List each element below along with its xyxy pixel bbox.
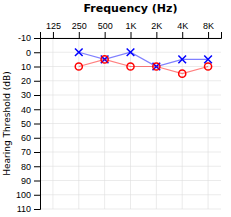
tick-label: 60: [21, 133, 31, 143]
tick-label: 1K: [125, 21, 136, 31]
tick: 0: [26, 48, 40, 58]
axis-line: [34, 39, 41, 210]
tick-label: 90: [21, 176, 31, 186]
tick-mark: [34, 138, 40, 139]
tick-label: 4K: [177, 21, 188, 31]
tick-mark: [156, 32, 157, 38]
tick-mark: [34, 124, 40, 125]
marks: [75, 48, 212, 77]
tick-label: 50: [21, 119, 31, 129]
point: [204, 56, 212, 64]
tick-mark: [34, 109, 40, 110]
axis-title: Hearing Threshold (dB): [2, 71, 12, 175]
point: [178, 56, 186, 64]
tick-mark: [34, 152, 40, 153]
tick: 40: [21, 105, 40, 115]
tick: -10: [18, 33, 40, 43]
tick-mark: [182, 32, 183, 38]
tick-label: 10: [21, 62, 31, 72]
point: [101, 56, 108, 63]
tick-mark: [34, 81, 40, 82]
tick-label: 8K: [203, 21, 214, 31]
point: [153, 63, 160, 70]
tick-mark: [34, 195, 40, 196]
chart: 125 250 500 1K 2K 4K 8K -10 0 10 20 30 40 50 60 70 80 90 1…: [0, 0, 231, 217]
x-axis: 125 250 500 1K 2K 4K 8K: [41, 21, 222, 39]
tick: 30: [21, 90, 40, 100]
grid-line: [182, 38, 183, 209]
tick: 500: [98, 21, 113, 38]
tick-mark: [208, 32, 209, 38]
tick-mark: [34, 52, 40, 53]
tick: 125: [46, 21, 61, 38]
tick-mark: [131, 32, 132, 38]
tick: 80: [21, 162, 40, 172]
tick: 90: [21, 176, 40, 186]
tick-label: 20: [21, 76, 31, 86]
tick-mark: [34, 209, 40, 210]
tick: 100: [16, 190, 40, 200]
tick-label: 80: [21, 162, 31, 172]
axis-line: [41, 32, 222, 39]
tick: 250: [72, 21, 87, 38]
tick-mark: [79, 32, 80, 38]
grid-line: [52, 38, 53, 209]
tick-mark: [34, 181, 40, 182]
tick: 50: [21, 119, 40, 129]
tick: 20: [21, 76, 40, 86]
point: [179, 70, 186, 77]
tick-mark: [34, 166, 40, 167]
tick-label: -10: [18, 33, 31, 43]
tick-mark: [105, 32, 106, 38]
tick-label: 125: [46, 21, 61, 31]
tick: 2K: [151, 21, 162, 38]
tick-label: 0: [26, 48, 31, 58]
tick-label: 500: [98, 21, 113, 31]
tick: 110: [17, 204, 40, 214]
tick-label: 110: [17, 204, 31, 214]
tick-label: 70: [21, 147, 31, 157]
tick-mark: [34, 95, 40, 96]
tick: 8K: [203, 21, 214, 38]
tick-mark: [34, 67, 40, 68]
tick-mark: [53, 32, 54, 38]
point: [127, 48, 135, 56]
tick: 60: [21, 133, 40, 143]
title: Frequency (Hz): [84, 2, 178, 15]
y-axis: -10 0 10 20 30 40 50 60 70 80 90 100 110: [16, 33, 41, 214]
series-line: [79, 59, 208, 73]
tick-label: 100: [16, 190, 31, 200]
tick: 10: [21, 62, 40, 72]
point: [75, 48, 83, 56]
tick-label: 30: [21, 90, 31, 100]
grid: [40, 38, 221, 209]
plot: 125 250 500 1K 2K 4K 8K -10 0 10 20 30 40 50 60 70 80 90 1…: [16, 21, 222, 214]
tick-label: 40: [21, 105, 31, 115]
series-line: [79, 52, 208, 66]
tick-label: 2K: [151, 21, 162, 31]
tick-mark: [34, 38, 40, 39]
tick-label: 250: [72, 21, 87, 31]
tick: 1K: [125, 21, 136, 38]
tick: 4K: [177, 21, 188, 38]
point: [75, 63, 82, 70]
tick: 70: [21, 147, 40, 157]
point: [205, 63, 212, 70]
point: [127, 63, 134, 70]
